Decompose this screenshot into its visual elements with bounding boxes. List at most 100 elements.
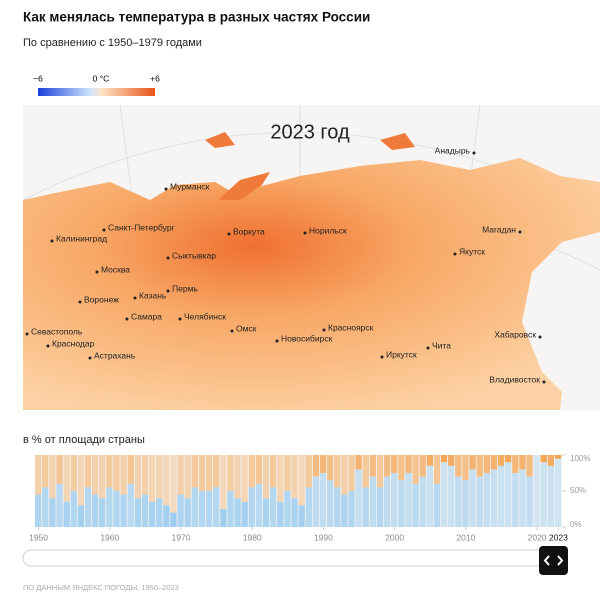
city-label: Сыктывкар — [172, 250, 216, 260]
cold-share — [554, 458, 562, 527]
city-label: Новосибирск — [281, 333, 333, 343]
city-dot — [166, 289, 170, 293]
cold-share — [326, 480, 334, 527]
city-dot — [125, 317, 129, 321]
warm-share — [163, 455, 170, 506]
cold-share — [56, 483, 63, 527]
warm-share — [291, 455, 298, 499]
warm-share — [405, 455, 412, 473]
x-tick-label: 1960 — [100, 532, 119, 542]
warm-share — [84, 455, 92, 488]
city-dot — [303, 231, 307, 235]
warm-share — [284, 455, 291, 491]
warm-share — [63, 455, 70, 502]
x-tick-label: 2010 — [456, 532, 475, 542]
cold-share — [106, 487, 113, 527]
city-label: Магадан — [482, 224, 516, 234]
y-tick-label: 100% — [570, 454, 590, 463]
nav-button[interactable] — [539, 546, 568, 575]
city-label: Чита — [432, 340, 451, 350]
city-dot — [102, 228, 106, 232]
city-label: Анадырь — [435, 145, 471, 155]
cold-share — [35, 494, 42, 527]
warm-share — [298, 455, 305, 506]
city-label: Воронеж — [84, 294, 119, 304]
warm-share — [462, 455, 469, 481]
city-label: Хабаровск — [494, 329, 536, 339]
city-dot — [542, 380, 546, 384]
city-dot — [166, 256, 170, 260]
cold-share — [398, 480, 405, 527]
warm-share — [91, 455, 99, 495]
city-label: Калининград — [56, 233, 107, 243]
warm-share — [120, 455, 127, 495]
cold-share — [205, 491, 213, 527]
warm-share — [262, 455, 270, 499]
cold-share — [483, 473, 490, 527]
cold-share — [462, 480, 469, 527]
cold-share — [405, 473, 412, 527]
cold-share — [383, 476, 391, 527]
y-tick-label: 0% — [570, 520, 582, 529]
cold-share — [191, 487, 198, 527]
scrollbar[interactable] — [22, 549, 549, 567]
city-dot — [453, 252, 457, 256]
warm-share — [56, 455, 63, 484]
cold-share — [476, 476, 483, 527]
warm-share — [177, 455, 184, 495]
warm-share — [170, 455, 177, 513]
city-dot — [322, 328, 326, 332]
warm-share — [419, 455, 426, 477]
city-dot — [518, 230, 522, 234]
city-label: Астрахань — [94, 350, 136, 360]
cold-share — [127, 483, 134, 527]
warm-share — [277, 455, 284, 502]
nav-arrows — [543, 555, 564, 566]
cold-share — [198, 491, 206, 527]
cold-share — [533, 455, 540, 527]
cold-share — [49, 498, 56, 527]
warm-share — [35, 455, 42, 495]
city-dot — [380, 355, 384, 359]
warm-share — [526, 455, 533, 477]
city-label: Красноярск — [328, 322, 374, 332]
cold-share — [312, 476, 320, 527]
warm-share — [519, 455, 526, 470]
cold-share — [70, 491, 77, 527]
cold-share — [519, 469, 526, 527]
warm-share — [106, 455, 113, 488]
cold-share — [241, 501, 248, 527]
cold-share — [433, 483, 441, 527]
x-tick-label: 2020 — [528, 532, 547, 542]
cold-share — [512, 473, 519, 527]
warm-share — [241, 455, 248, 502]
cold-share — [163, 505, 170, 527]
cold-share — [120, 494, 127, 527]
cold-share — [91, 494, 99, 527]
cold-share — [362, 487, 369, 527]
warm-share — [540, 455, 547, 463]
warm-share — [334, 455, 341, 488]
warm-share — [455, 455, 462, 477]
city-label: Севастополь — [31, 326, 83, 336]
city-label: Омск — [236, 323, 257, 333]
warm-share — [312, 455, 320, 477]
warm-share — [77, 455, 85, 506]
warm-share — [234, 455, 241, 499]
city-label: Челябинск — [184, 311, 226, 321]
x-tick-label: 1970 — [172, 532, 191, 542]
legend-mid: 0 °C — [93, 73, 110, 83]
cold-share — [227, 491, 234, 527]
city-dot — [133, 296, 137, 300]
warm-share — [426, 455, 434, 466]
cold-share — [440, 462, 448, 527]
city-dot — [164, 187, 168, 191]
cold-share — [184, 498, 191, 527]
warm-share — [134, 455, 142, 499]
legend-max: +6 — [150, 73, 160, 83]
cold-share — [84, 487, 92, 527]
warm-share — [341, 455, 348, 495]
cold-share — [42, 487, 49, 527]
cold-share — [148, 501, 156, 527]
cold-share — [284, 491, 291, 527]
